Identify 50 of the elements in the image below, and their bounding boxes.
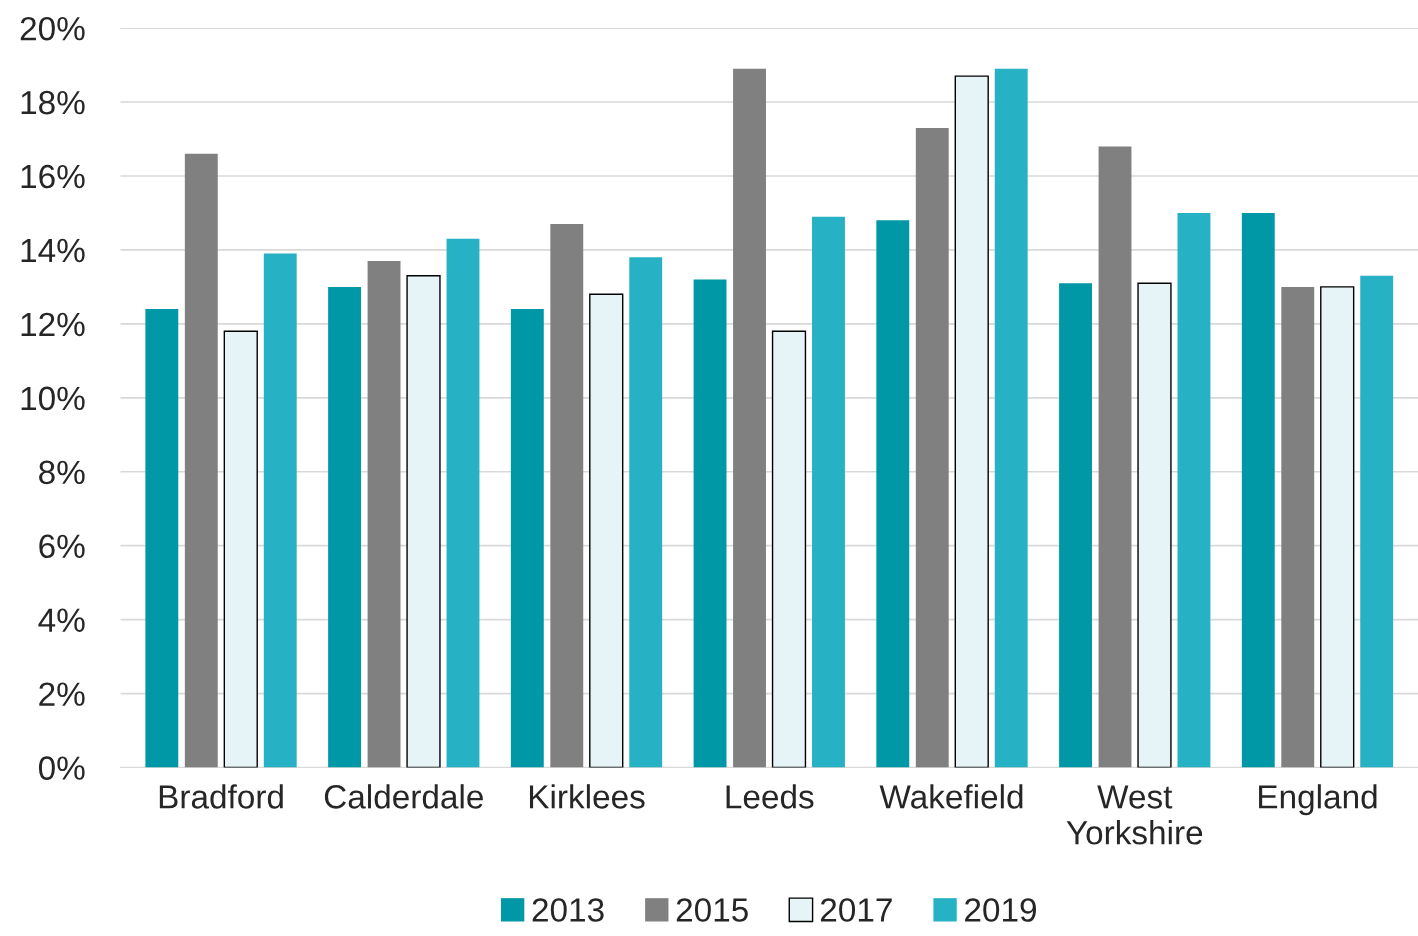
bar bbox=[223, 330, 258, 768]
x-tick-label: England bbox=[1259, 784, 1377, 816]
bar bbox=[812, 216, 845, 768]
bar bbox=[1360, 275, 1394, 768]
bar bbox=[406, 275, 441, 768]
bar bbox=[328, 286, 362, 768]
legend-label: 2019 bbox=[965, 898, 1036, 922]
bar bbox=[184, 153, 218, 768]
bar bbox=[510, 309, 544, 768]
y-tick-label: 12% bbox=[21, 312, 85, 337]
x-tick-label: Bradford bbox=[159, 784, 283, 809]
bar bbox=[1059, 283, 1092, 768]
bar bbox=[629, 257, 663, 768]
y-tick-label: 6% bbox=[39, 534, 85, 559]
bar bbox=[1098, 146, 1132, 768]
legend-label: 2017 bbox=[820, 898, 892, 922]
bar bbox=[145, 309, 179, 768]
bar bbox=[263, 253, 297, 768]
bar bbox=[367, 261, 401, 768]
bar bbox=[915, 127, 949, 768]
bar bbox=[550, 224, 584, 768]
x-tick-label: Wakefield bbox=[879, 784, 1023, 809]
bar bbox=[693, 279, 727, 768]
bar bbox=[1177, 212, 1211, 768]
legend-label: 2013 bbox=[532, 898, 604, 922]
x-tick-label: Leeds bbox=[726, 784, 814, 809]
y-tick-label: 20% bbox=[20, 16, 85, 41]
bar bbox=[733, 68, 766, 768]
y-tick-label: 2% bbox=[39, 682, 85, 706]
x-tick-label: Kirklees bbox=[529, 784, 645, 809]
bar bbox=[994, 68, 1028, 768]
bar bbox=[1281, 286, 1315, 768]
bar bbox=[1137, 282, 1172, 768]
y-tick-label: 0% bbox=[38, 756, 85, 780]
y-tick-label: 4% bbox=[38, 608, 85, 632]
bar bbox=[1320, 286, 1355, 768]
y-tick-label: 16% bbox=[21, 164, 85, 189]
bar bbox=[771, 330, 807, 768]
bar bbox=[589, 293, 624, 768]
x-tick-label: Calderdale bbox=[324, 784, 483, 809]
legend-label: 2015 bbox=[676, 898, 748, 922]
y-tick-label: 18% bbox=[21, 90, 85, 115]
bar bbox=[446, 238, 480, 768]
bar bbox=[876, 220, 910, 768]
y-tick-label: 8% bbox=[39, 460, 85, 485]
y-tick-label: 10% bbox=[21, 386, 85, 411]
bar bbox=[1241, 212, 1275, 768]
y-tick-label: 14% bbox=[21, 238, 85, 263]
bar bbox=[954, 75, 989, 768]
x-tick-label: West Yorkshire bbox=[1066, 785, 1203, 845]
